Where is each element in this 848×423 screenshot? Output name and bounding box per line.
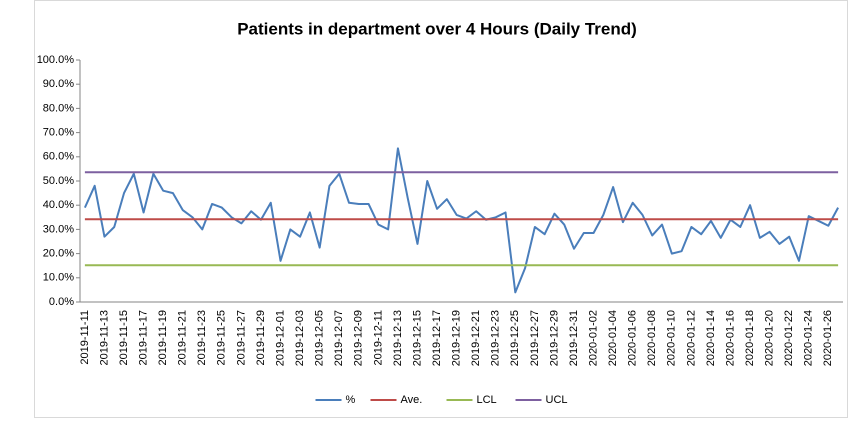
x-tick-label: 2019-12-09 [353,310,365,366]
x-tick-label: 2020-01-22 [783,310,795,366]
x-tick-label: 2019-12-15 [411,310,423,366]
chart-area [34,0,848,418]
x-tick-label: 2019-12-03 [294,310,306,366]
x-tick-label: 2019-12-29 [548,310,560,366]
x-tick-label: 2019-11-15 [118,310,130,365]
y-tick-label: 100.0% [37,54,75,66]
y-tick-label: 10.0% [43,272,74,284]
x-tick-label: 2020-01-20 [764,310,776,366]
x-tick-label: 2020-01-12 [685,310,697,366]
legend-label: UCL [546,394,568,406]
x-tick-label: 2020-01-10 [666,310,678,366]
x-tick-label: 2019-11-11 [79,310,91,365]
x-tick-label: 2019-12-19 [451,310,463,366]
x-tick-label: 2019-12-25 [509,310,521,366]
x-tick-label: 2019-11-23 [196,310,208,365]
x-tick-label: 2019-12-05 [314,310,326,366]
x-tick-label: 2019-11-27 [235,310,247,365]
x-tick-label: 2020-01-08 [646,310,658,366]
chart-title: Patients in department over 4 Hours (Dai… [237,19,637,38]
x-tick-label: 2019-11-17 [137,310,149,365]
x-tick-label: 2019-12-21 [470,310,482,366]
x-tick-label: 2019-11-13 [98,310,110,365]
x-tick-label: 2020-01-26 [822,310,834,366]
y-tick-label: 70.0% [43,127,74,139]
x-tick-label: 2019-12-07 [333,310,345,366]
x-tick-label: 2020-01-04 [607,310,619,366]
x-tick-label: 2020-01-06 [627,310,639,366]
x-tick-label: 2019-11-25 [216,310,228,365]
legend-label: Ave. [401,394,423,406]
legend-label: LCL [477,394,497,406]
x-tick-label: 2019-12-13 [392,310,404,366]
x-tick-label: 2019-12-27 [529,310,541,366]
y-tick-label: 60.0% [43,151,74,163]
x-tick-label: 2020-01-14 [705,310,717,366]
x-tick-label: 2020-01-16 [724,310,736,366]
x-tick-label: 2019-11-19 [157,310,169,365]
x-tick-label: 2019-11-21 [177,310,189,365]
y-tick-label: 30.0% [43,223,74,235]
y-tick-label: 80.0% [43,102,74,114]
y-tick-label: 40.0% [43,199,74,211]
y-tick-label: 20.0% [43,248,74,260]
series-line [83,147,839,294]
y-tick-label: 90.0% [43,78,74,90]
y-tick-label: 50.0% [43,175,74,187]
x-tick-label: 2020-01-18 [744,310,756,366]
legend-label: % [346,394,356,406]
x-tick-label: 2020-01-02 [587,310,599,366]
x-tick-label: 2019-12-23 [490,310,502,366]
x-tick-label: 2019-12-01 [274,310,286,366]
x-tick-label: 2019-12-17 [431,310,443,366]
x-tick-label: 2019-11-29 [255,310,267,365]
y-tick-label: 0.0% [49,296,74,308]
x-tick-label: 2019-12-31 [568,310,580,366]
x-tick-label: 2020-01-24 [803,310,815,366]
x-tick-label: 2019-12-11 [372,310,384,365]
